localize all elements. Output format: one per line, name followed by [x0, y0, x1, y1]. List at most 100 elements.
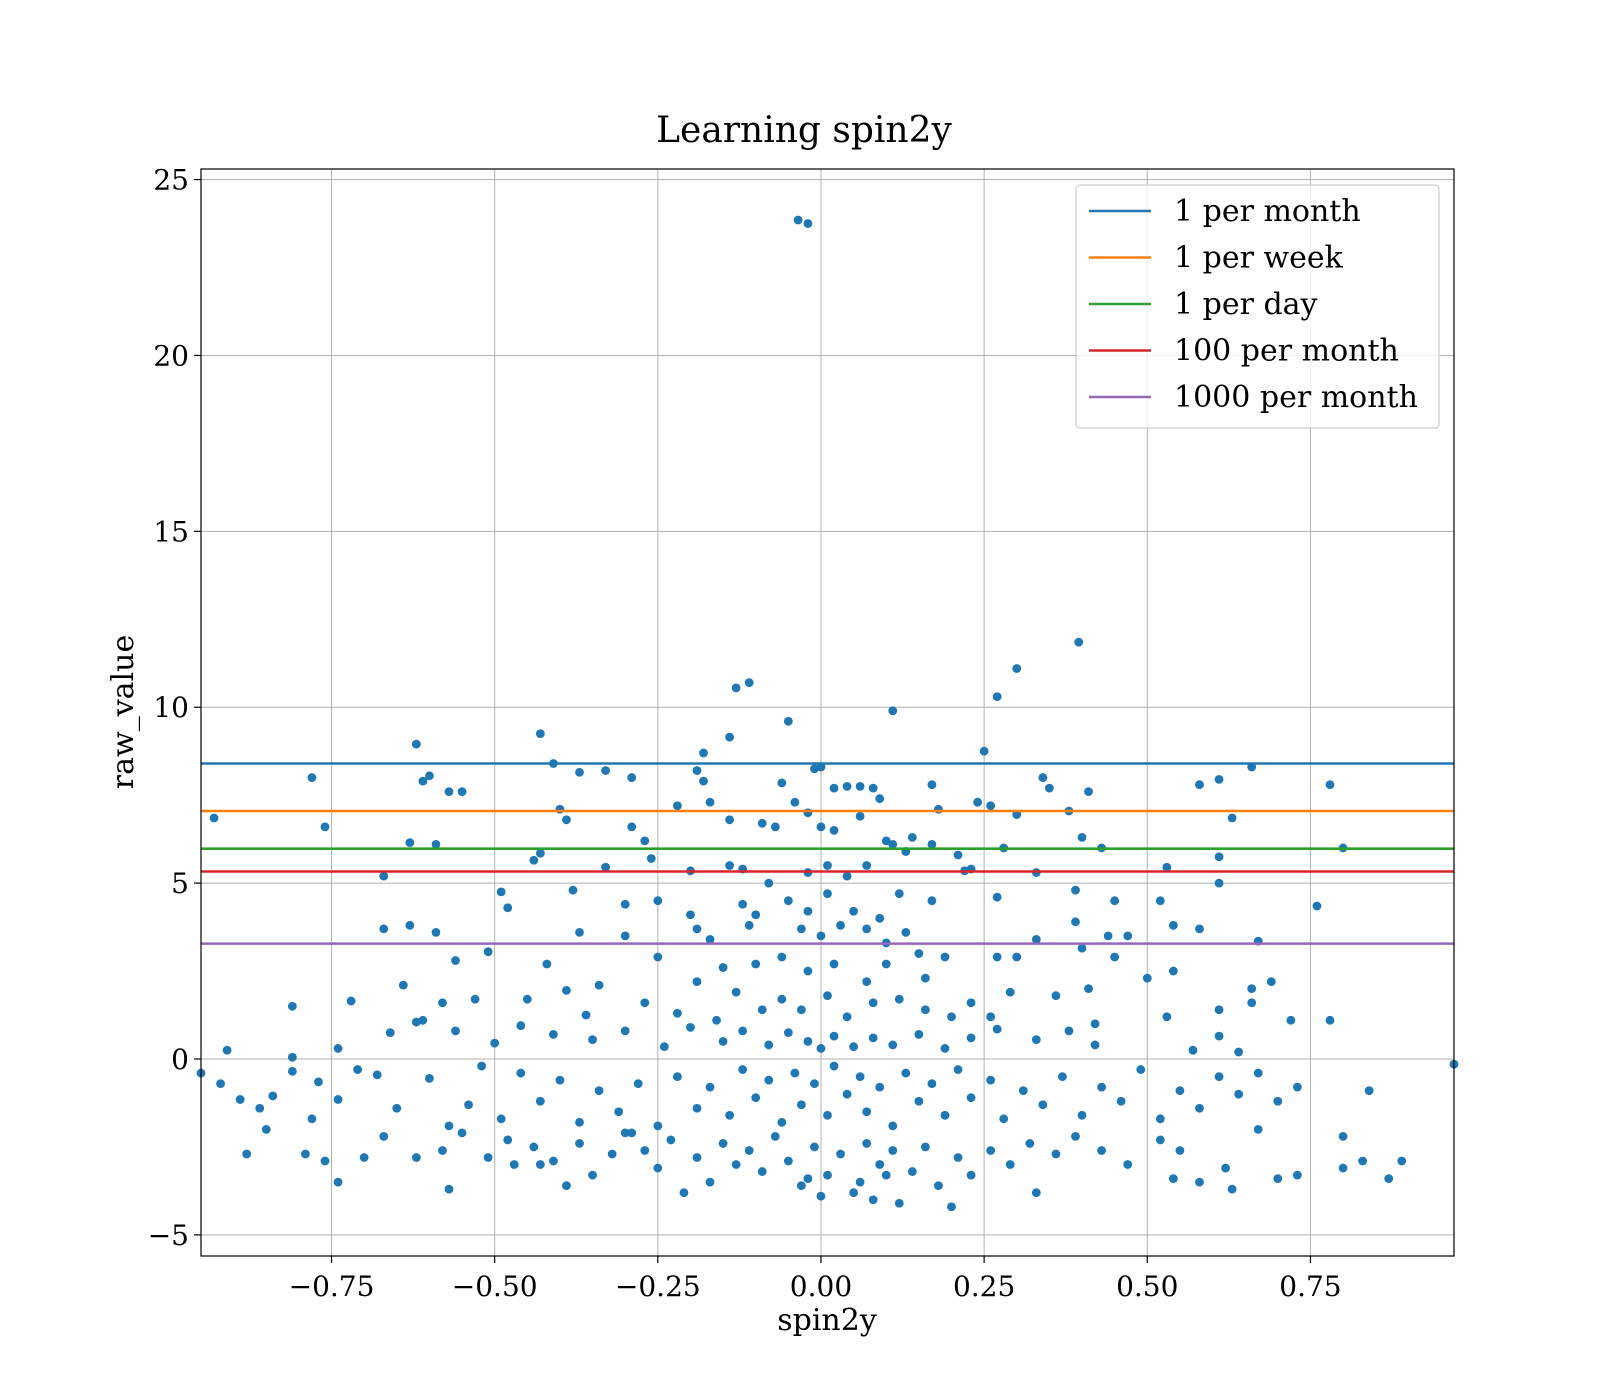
data-point: [1273, 1174, 1283, 1184]
data-point: [1012, 810, 1022, 819]
data-point: [601, 766, 611, 775]
y-tick-label: 15: [153, 515, 189, 548]
data-point: [790, 797, 800, 807]
data-point: [738, 1065, 748, 1074]
data-point: [712, 1015, 721, 1025]
data-point: [1325, 780, 1335, 790]
data-point: [1031, 1188, 1041, 1198]
data-point: [901, 927, 911, 937]
data-point: [816, 1191, 826, 1201]
data-point: [764, 1040, 774, 1050]
data-point: [731, 987, 741, 997]
data-point: [953, 1065, 963, 1074]
data-point: [1188, 1045, 1198, 1055]
data-point: [790, 1068, 800, 1078]
data-point: [457, 787, 467, 797]
data-point: [1234, 1089, 1244, 1099]
data-point: [594, 1086, 604, 1096]
data-point: [314, 1077, 323, 1087]
legend-items: 1 per month 1 per week 1 per day 100 per mo…: [1089, 194, 1418, 415]
data-point: [894, 889, 904, 899]
data-point: [568, 885, 578, 895]
data-point: [1123, 1160, 1133, 1169]
data-point: [477, 1061, 487, 1071]
threshold-lines: [201, 762, 1454, 945]
data-point: [1012, 952, 1022, 962]
data-point: [320, 1156, 330, 1166]
data-point: [549, 1029, 558, 1039]
data-point: [966, 1093, 976, 1103]
data-point: [425, 1073, 434, 1083]
data-point: [934, 804, 943, 814]
data-point: [438, 1146, 447, 1155]
data-point: [823, 889, 832, 899]
data-point: [562, 1181, 571, 1191]
data-point: [862, 861, 872, 870]
plot-area-frame: [200, 168, 1455, 1257]
data-point: [705, 797, 715, 807]
data-point: [385, 1028, 395, 1038]
data-point: [620, 931, 630, 941]
data-point: [1058, 1072, 1067, 1081]
data-point: [659, 1042, 669, 1052]
legend-label: 1000 per month: [1174, 380, 1418, 415]
data-point: [1097, 1146, 1106, 1155]
data-point: [1031, 1035, 1041, 1045]
data-point: [940, 1110, 950, 1120]
data-point: [620, 1026, 630, 1036]
data-point: [1195, 1177, 1204, 1187]
data-point: [673, 1008, 682, 1018]
data-point: [535, 729, 545, 739]
data-point: [1097, 1082, 1106, 1092]
legend-label: 1 per day: [1174, 287, 1318, 322]
data-point: [855, 1072, 865, 1081]
data-point: [920, 1142, 930, 1152]
data-point: [686, 1022, 695, 1032]
data-point: [979, 746, 989, 756]
data-point: [457, 1128, 467, 1138]
data-point: [1051, 1149, 1061, 1159]
data-point: [718, 1139, 728, 1148]
data-point: [744, 1146, 754, 1155]
data-point: [1247, 762, 1257, 772]
data-point: [1214, 852, 1224, 862]
data-point: [816, 931, 826, 941]
data-point: [503, 1135, 513, 1145]
data-point: [627, 822, 637, 832]
data-point: [1338, 1163, 1348, 1173]
data-point: [986, 1075, 996, 1085]
data-point: [881, 836, 891, 846]
data-point: [855, 811, 865, 821]
x-tick-label: −0.50: [452, 1270, 538, 1303]
data-point: [405, 838, 415, 848]
data-point: [235, 1095, 245, 1104]
chart-title: Learning spin2y: [656, 110, 952, 151]
data-point: [927, 896, 937, 906]
data-point: [1286, 1015, 1296, 1025]
data-point: [881, 1170, 891, 1180]
data-point: [823, 991, 832, 1001]
data-point: [1358, 1156, 1368, 1166]
data-point: [379, 1131, 389, 1141]
data-point: [418, 776, 428, 786]
data-point: [379, 924, 389, 934]
data-point: [1136, 1065, 1146, 1074]
data-point: [483, 1153, 493, 1162]
data-point: [744, 678, 754, 687]
data-point: [803, 1037, 813, 1046]
data-point: [268, 1091, 278, 1101]
data-point: [405, 920, 415, 930]
data-point: [803, 808, 813, 818]
data-point: [875, 794, 885, 804]
data-point: [1005, 987, 1015, 997]
data-point: [353, 1065, 363, 1074]
data-point: [796, 924, 806, 934]
data-point: [1116, 1096, 1126, 1106]
data-point: [1214, 878, 1224, 888]
data-point: [1162, 1012, 1172, 1022]
x-tick-label: 0.75: [1279, 1270, 1341, 1303]
data-point: [1247, 998, 1257, 1008]
data-point: [1234, 1047, 1244, 1057]
scatter-points: [196, 215, 1459, 1212]
data-point: [699, 748, 708, 758]
